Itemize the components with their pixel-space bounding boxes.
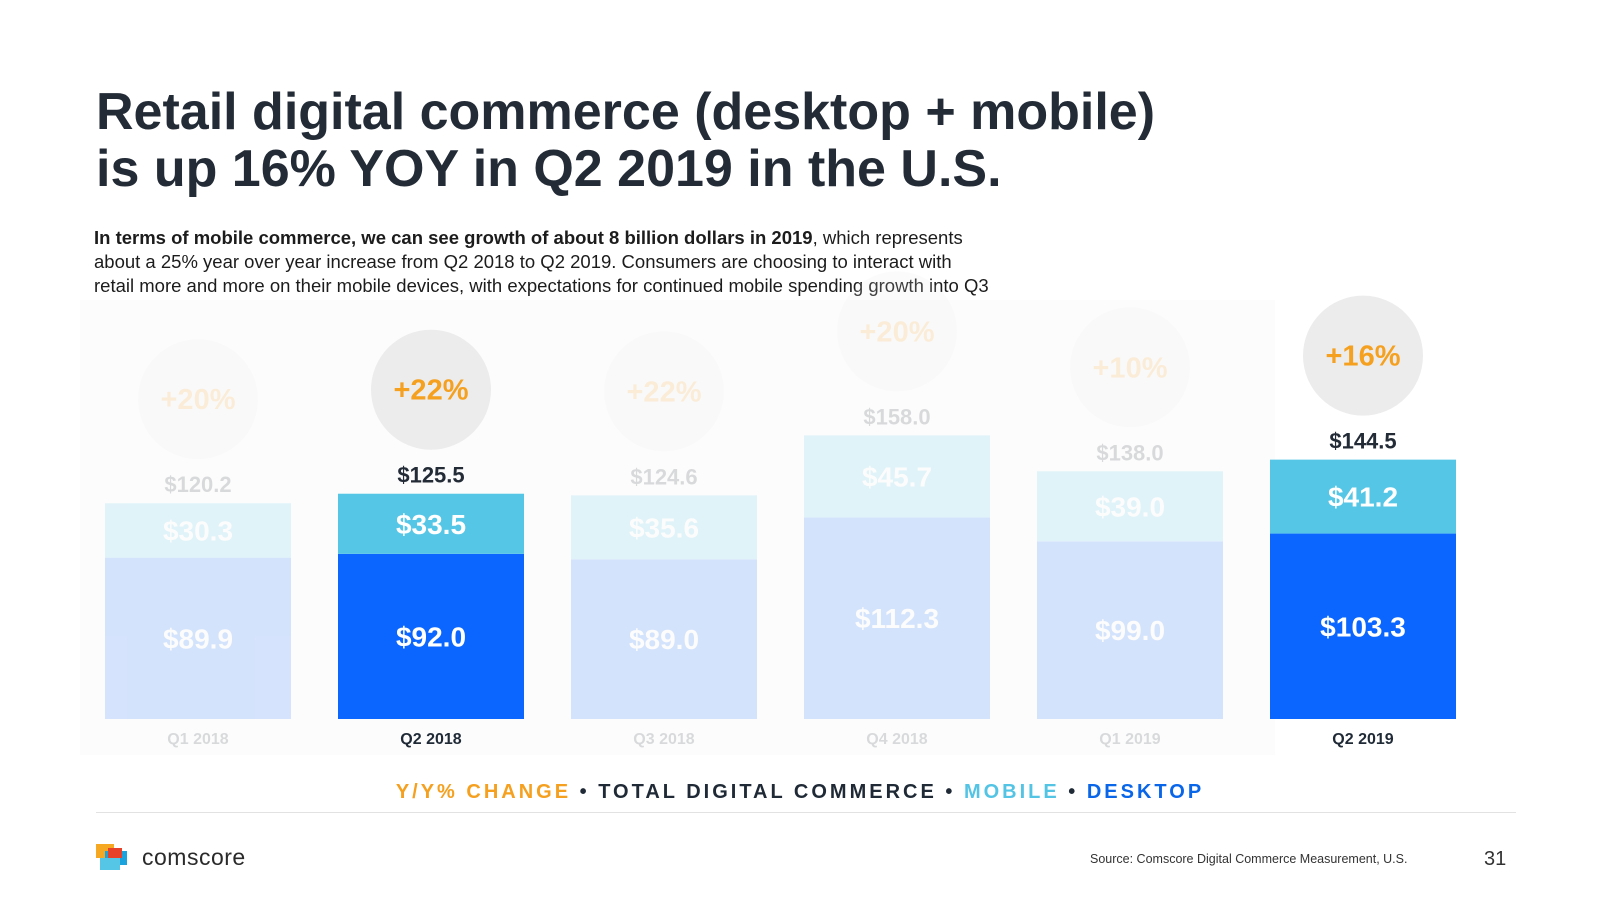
legend-desktop: DESKTOP: [1086, 781, 1205, 803]
title-line-1: Retail digital commerce (desktop + mobil…: [96, 83, 1156, 141]
yy-change-label: +10%: [1093, 352, 1168, 384]
yy-change-label: +20%: [860, 316, 935, 348]
desktop-bar: [804, 517, 990, 719]
mobile-value-label: $33.5: [396, 509, 466, 540]
yy-change-label: +16%: [1326, 341, 1401, 373]
desktop-value-label: $103.3: [1320, 611, 1406, 642]
mobile-value-label: $30.3: [163, 515, 233, 546]
legend-separator: •: [945, 781, 956, 803]
desktop-bar: [105, 557, 291, 719]
desktop-bar: [1270, 533, 1456, 719]
desktop-value-label: $89.9: [163, 623, 233, 654]
bar-group: $103.3 $41.2 $144.5 +16% Q2 2019: [1270, 295, 1456, 748]
title-line-2: is up 16% YOY in Q2 2019 in the U.S.: [96, 140, 1002, 198]
legend-separator: •: [1068, 781, 1079, 803]
mobile-value-label: $35.6: [629, 512, 699, 543]
yy-change-label: +22%: [394, 375, 469, 407]
legend-mobile: MOBILE: [963, 781, 1060, 803]
total-value-label: $120.2: [164, 472, 231, 497]
x-axis-label: Q1 2018: [167, 731, 228, 748]
desktop-bar: [571, 559, 757, 719]
total-value-label: $124.6: [630, 464, 697, 489]
slide-title: Retail digital commerce (desktop + mobil…: [96, 84, 1296, 198]
mobile-bar: [105, 503, 291, 558]
yy-change-bubble: [1303, 295, 1423, 416]
desktop-bar: [338, 553, 524, 719]
desktop-value-label: $89.0: [629, 624, 699, 655]
x-axis-label: Q2 2018: [400, 731, 461, 748]
bar-group: $112.3 $45.7 $158.0 +20% Q4 2018: [804, 271, 990, 748]
bar-group: $89.9 $30.3 $120.2 +20% Q1 2018: [105, 339, 291, 748]
desktop-value-label: $99.0: [1095, 615, 1165, 646]
x-axis-label: Q2 2019: [1332, 731, 1393, 748]
desktop-bar: [1037, 541, 1223, 719]
yy-change-label: +22%: [627, 376, 702, 408]
comscore-logo-icon: [96, 844, 127, 870]
mobile-bar: [571, 495, 757, 560]
yy-change-label: +20%: [161, 384, 236, 416]
footer-divider: [96, 812, 1516, 813]
bar-group: $92.0 $33.5 $125.5 +22% Q2 2018: [338, 329, 524, 748]
total-value-label: $138.0: [1096, 440, 1163, 465]
mobile-value-label: $39.0: [1095, 491, 1165, 522]
total-value-label: $125.5: [397, 463, 464, 488]
legend-separator: •: [579, 781, 590, 803]
total-value-label: $144.5: [1329, 429, 1396, 454]
legend-yy-change: Y/Y% CHANGE: [395, 781, 572, 803]
bar-group: $99.0 $39.0 $138.0 +10% Q1 2019: [1037, 307, 1223, 748]
desktop-value-label: $112.3: [855, 603, 939, 634]
comscore-logo: comscore: [96, 842, 246, 872]
mobile-value-label: $45.7: [862, 461, 932, 492]
mobile-value-label: $41.2: [1328, 482, 1398, 513]
body-text-bold: In terms of mobile commerce, we can see …: [94, 227, 813, 248]
yy-change-bubble: [138, 339, 258, 460]
mobile-bar: [1037, 471, 1223, 542]
faded-backdrop: [80, 300, 1275, 755]
legend-total: TOTAL DIGITAL COMMERCE: [598, 781, 937, 803]
source-note: Source: Comscore Digital Commerce Measur…: [1090, 852, 1408, 866]
desktop-value-label: $92.0: [396, 621, 466, 652]
x-axis-label: Q1 2019: [1099, 731, 1160, 748]
bar-group: $89.0 $35.6 $124.6 +22% Q3 2018: [571, 331, 757, 748]
mobile-bar: [338, 493, 524, 554]
yy-change-bubble: [837, 271, 957, 392]
mobile-bar: [804, 435, 990, 518]
yy-change-bubble: [604, 331, 724, 452]
mobile-bar: [1270, 459, 1456, 534]
x-axis-label: Q4 2018: [866, 731, 927, 748]
logo-text: comscore: [142, 843, 246, 870]
chart-legend: Y/Y% CHANGE • TOTAL DIGITAL COMMERCE • M…: [0, 781, 1600, 804]
total-value-label: $158.0: [863, 404, 930, 429]
x-axis-label: Q3 2018: [633, 731, 694, 748]
yy-change-bubble: [371, 329, 491, 450]
yy-change-bubble: [1070, 307, 1190, 428]
page-number: 31: [1484, 848, 1507, 870]
